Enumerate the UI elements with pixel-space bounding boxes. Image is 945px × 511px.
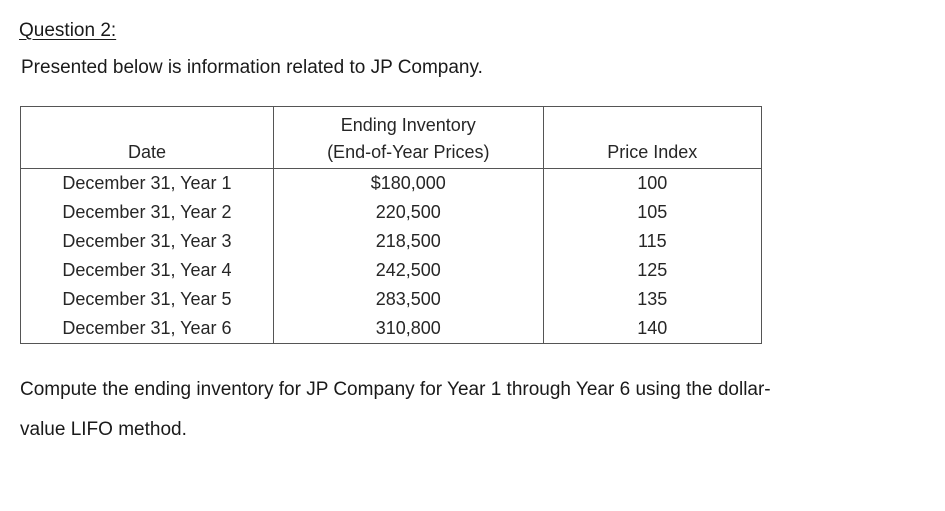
table-row: December 31, Year 4 242,500 125	[20, 256, 763, 285]
cell-price-index: 140	[542, 314, 763, 344]
header-date: Date	[20, 106, 274, 169]
instruction-line2: value LIFO method.	[20, 419, 187, 440]
question-heading: Question 2:	[19, 20, 117, 41]
cell-date: December 31, Year 1	[20, 168, 274, 198]
cell-price-index: 105	[542, 198, 763, 227]
cell-price-index: 100	[542, 168, 763, 198]
cell-price-index: 115	[542, 227, 763, 256]
table-row: December 31, Year 5 283,500 135	[20, 285, 763, 314]
cell-inventory: 220,500	[272, 198, 544, 227]
instruction-text: Compute the ending inventory for JP Comp…	[20, 370, 880, 450]
header-price-index: Price Index	[542, 106, 763, 169]
table-row: December 31, Year 1 $180,000 100	[20, 168, 763, 198]
cell-date: December 31, Year 4	[20, 256, 274, 285]
cell-date: December 31, Year 6	[20, 314, 274, 344]
cell-price-index: 125	[542, 256, 763, 285]
header-inventory-line1: Ending Inventory	[340, 115, 476, 135]
table-header-row: Date Ending Inventory (End-of-Year Price…	[20, 106, 763, 169]
header-ending-inventory: Ending Inventory (End-of-Year Prices)	[272, 106, 544, 169]
cell-inventory: 242,500	[272, 256, 544, 285]
header-inventory-line2: (End-of-Year Prices)	[327, 142, 490, 162]
cell-inventory: 283,500	[272, 285, 544, 314]
cell-date: December 31, Year 3	[20, 227, 274, 256]
cell-price-index: 135	[542, 285, 763, 314]
table-row: December 31, Year 3 218,500 115	[20, 227, 763, 256]
table-row: December 31, Year 6 310,800 140	[20, 314, 763, 344]
table-row: December 31, Year 2 220,500 105	[20, 198, 763, 227]
cell-inventory: 310,800	[272, 314, 544, 344]
instruction-line1: Compute the ending inventory for JP Comp…	[20, 379, 771, 400]
cell-inventory: $180,000	[272, 168, 544, 198]
intro-text: Presented below is information related t…	[21, 57, 483, 78]
cell-date: December 31, Year 2	[20, 198, 274, 227]
cell-date: December 31, Year 5	[20, 285, 274, 314]
cell-inventory: 218,500	[272, 227, 544, 256]
inventory-table: Date Ending Inventory (End-of-Year Price…	[20, 106, 763, 344]
